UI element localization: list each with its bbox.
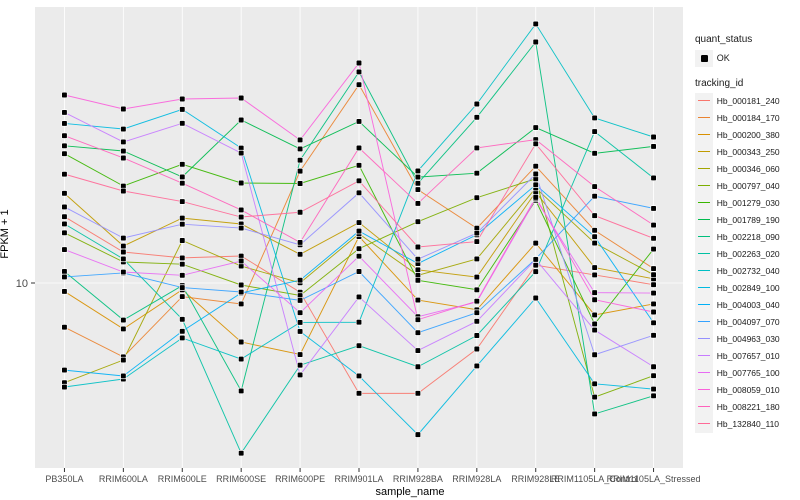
svg-text:10: 10 [16, 278, 28, 290]
